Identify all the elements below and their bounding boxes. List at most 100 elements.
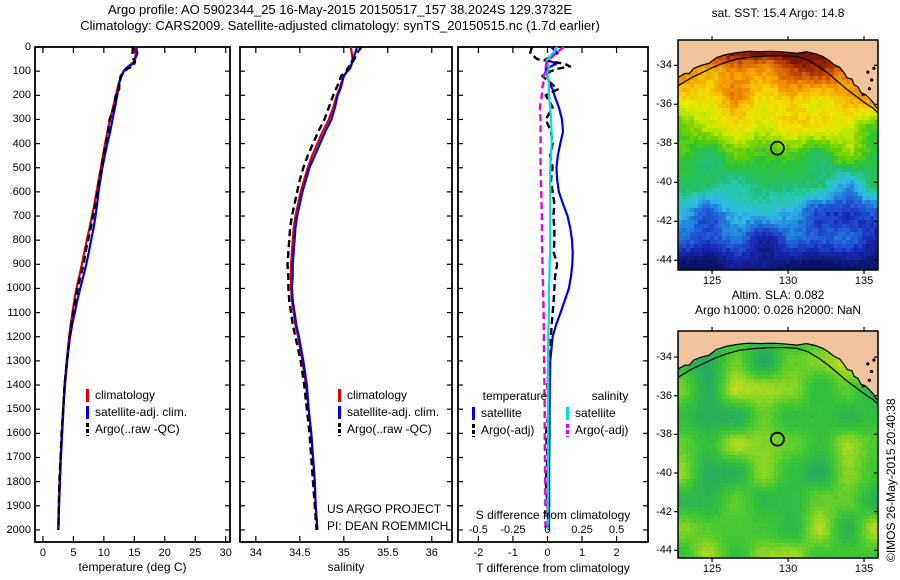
legend-label: satellite — [481, 406, 522, 420]
float-position-marker — [769, 431, 785, 447]
temperature-axis-label: temperature (deg C) — [78, 560, 187, 574]
s-diff-tick-label: 0.5 — [608, 524, 625, 536]
legend-satellite-adj-sal: satellite-adj. clim. — [338, 405, 439, 419]
x-tick-label: 30 — [219, 547, 232, 559]
s-difference-axis-label: S difference from climatology — [475, 508, 631, 522]
series-salinity-black — [286, 46, 363, 531]
legend-t-argo-adj: Argo(-adj) — [472, 423, 534, 437]
x-tick-label: 15 — [128, 547, 141, 559]
s-argo-swatch — [566, 423, 569, 437]
x-tick-label: 36 — [425, 547, 438, 559]
map-sst-raster — [678, 40, 878, 270]
x-tick-label: 5 — [70, 547, 77, 559]
series-salinity-red — [289, 46, 354, 531]
depth-tick-label: 1100 — [7, 306, 31, 319]
panel-salinity — [239, 46, 453, 543]
lat-tick-label: -40 — [656, 176, 672, 189]
legend-label: satellite-adj. clim. — [347, 405, 440, 419]
t-satellite-swatch — [472, 406, 475, 420]
legend-label: climatology — [95, 388, 156, 402]
sla-map-title: Altim. SLA: 0.082 — [731, 288, 825, 302]
series-salinity-blue — [290, 46, 359, 531]
legend-t-satellite: satellite — [472, 406, 522, 420]
x-tick-label: 10 — [97, 547, 110, 559]
series-difference-magenta — [538, 46, 565, 530]
lat-tick-label: -36 — [656, 389, 672, 402]
depth-tick-label: 1200 — [6, 330, 31, 343]
t-argo-swatch — [472, 423, 475, 437]
s-diff-tick-label: -0.5 — [468, 524, 488, 536]
lat-tick-label: -44 — [656, 544, 672, 557]
legend-label: satellite-adj. clim. — [95, 405, 188, 419]
salinity-axis-label: salinity — [327, 560, 365, 574]
legend-temperature-header: temperature — [482, 389, 548, 403]
legend-salinity-header: salinity — [591, 389, 629, 403]
panel-temperature — [34, 46, 231, 543]
legend-label: climatology — [347, 388, 408, 402]
land-polygon — [678, 331, 878, 402]
legend-satellite-adj: satellite-adj. clim. — [86, 405, 187, 419]
legend-s-argo-adj: Argo(-adj) — [566, 423, 628, 437]
lat-tick-label: -42 — [656, 505, 672, 518]
depth-tick-label: 200 — [12, 89, 31, 102]
x-tick-label: 20 — [158, 547, 171, 559]
panel-difference — [457, 46, 649, 543]
lat-tick-label: -36 — [656, 98, 672, 111]
series-difference-cyan — [544, 46, 559, 530]
legend-label: Argo(..raw -QC) — [347, 422, 432, 436]
map-sla-raster — [678, 331, 878, 558]
depth-tick-label: 0 — [24, 41, 31, 53]
depth-tick-label: 700 — [12, 210, 31, 223]
bathymetry-contour — [678, 54, 878, 114]
s-diff-tick-label: -0.25 — [500, 524, 526, 536]
pi-note: PI: DEAN ROEMMICH — [327, 519, 449, 533]
x-tick-label: 35.5 — [377, 547, 399, 559]
t-difference-axis-label: T difference from climatology — [476, 561, 630, 575]
lon-tick-label: 130 — [778, 275, 798, 287]
argo-raw-swatch — [86, 422, 89, 436]
depth-tick-label: 2000 — [6, 523, 31, 536]
satellite-adj-swatch — [338, 405, 341, 419]
depth-tick-label: 400 — [12, 137, 31, 150]
x-tick-label: -2 — [473, 547, 484, 559]
lat-tick-label: -42 — [656, 215, 672, 228]
depth-tick-label: 1300 — [6, 354, 31, 367]
depth-tick-label: 1600 — [6, 427, 31, 440]
depth-tick-label: 500 — [12, 161, 31, 174]
sla-map-subtitle: Argo h1000: 0.026 h2000: NaN — [694, 303, 862, 317]
x-tick-label: 34 — [249, 547, 262, 559]
depth-tick-label: 1000 — [6, 282, 31, 295]
series-temperature-red — [57, 47, 137, 530]
argo-raw-swatch — [338, 422, 341, 436]
depth-tick-label: 600 — [12, 185, 31, 198]
legend-label: Argo(..raw -QC) — [95, 422, 180, 436]
imos-credit: ©IMOS 26-May-2015 20:40:38 — [884, 398, 898, 562]
sst-map-title: sat. SST: 15.4 Argo: 14.8 — [711, 6, 845, 20]
legend-s-satellite: satellite — [566, 406, 616, 420]
us-argo-project-note: US ARGO PROJECT — [327, 502, 442, 516]
depth-tick-label: 900 — [12, 258, 31, 271]
depth-tick-label: 1800 — [6, 475, 31, 488]
float-position-marker — [769, 140, 785, 156]
lat-tick-label: -38 — [656, 137, 672, 150]
series-temperature-black — [57, 46, 137, 530]
depth-tick-label: 1400 — [6, 379, 31, 392]
legend-label: Argo(-adj) — [481, 423, 535, 437]
climatology-swatch — [338, 388, 341, 402]
x-tick-label: 2 — [613, 547, 620, 559]
lat-tick-label: -44 — [656, 254, 672, 267]
lat-tick-label: -38 — [656, 428, 672, 441]
series-difference-blue — [544, 46, 574, 530]
map-sla — [674, 327, 879, 562]
lon-tick-label: 135 — [854, 563, 874, 575]
legend-climatology: climatology — [86, 388, 155, 402]
legend-argo-raw: Argo(..raw -QC) — [86, 422, 180, 436]
depth-tick-label: 300 — [12, 113, 31, 126]
x-tick-label: 1 — [578, 547, 586, 559]
depth-tick-label: 1900 — [6, 499, 31, 512]
bathymetry-contour — [678, 346, 878, 405]
series-difference-black — [529, 46, 572, 530]
lon-tick-label: 125 — [702, 275, 722, 287]
